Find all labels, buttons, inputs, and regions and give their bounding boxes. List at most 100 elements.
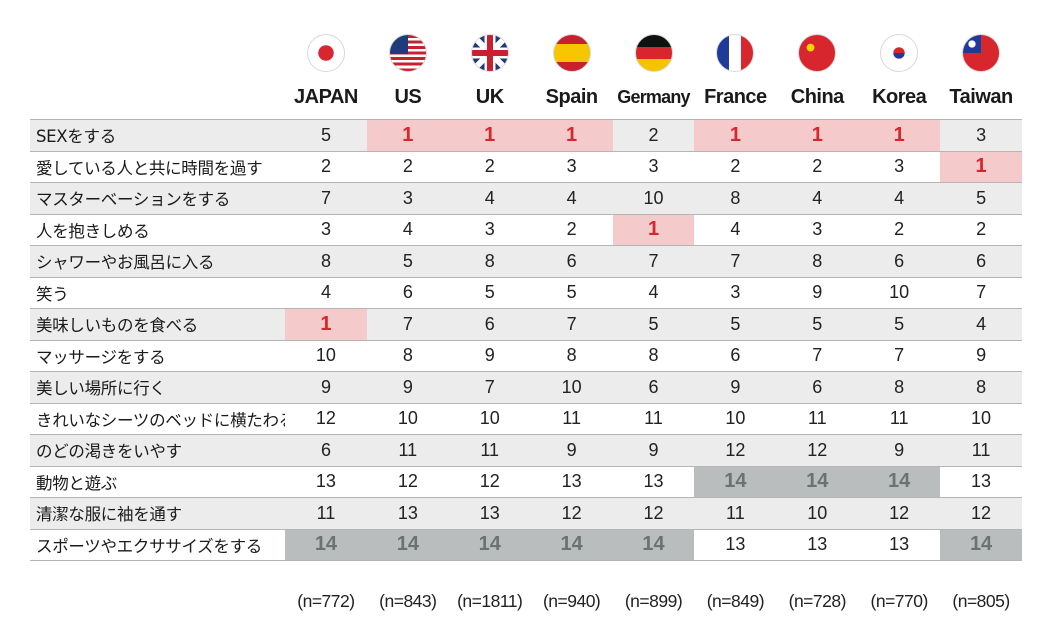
corner-cell — [30, 26, 285, 78]
country-header: Spain — [545, 85, 598, 108]
germany-flag-icon — [634, 34, 673, 72]
row-label: 愛している人と共に時間を過す — [30, 151, 285, 183]
rank-cell: 12 — [612, 497, 695, 530]
rank-cell: 9 — [776, 277, 859, 309]
row-label: シャワーやお風呂に入る — [30, 245, 285, 278]
country-header: Germany — [617, 86, 690, 107]
rank-cell: 12 — [366, 466, 449, 498]
rank-cell: 10 — [776, 497, 859, 530]
rank-cell: 4 — [285, 277, 367, 309]
rank-cell: 4 — [694, 214, 777, 246]
china-flag-icon — [798, 34, 837, 72]
japan-flag-icon — [306, 34, 345, 72]
rank-cell: 13 — [612, 466, 695, 498]
rank-cell: 10 — [448, 403, 531, 435]
sample-size: (n=940) — [542, 591, 601, 611]
rank-cell: 9 — [858, 434, 941, 467]
rank-cell: 2 — [858, 214, 941, 246]
rank-cell: 9 — [285, 371, 367, 404]
corner-cell — [30, 561, 285, 615]
rank-cell: 2 — [612, 119, 695, 152]
country-header: France — [704, 85, 767, 108]
rank-cell: 10 — [858, 277, 941, 309]
rank-cell: 3 — [366, 182, 449, 215]
rank-cell: 11 — [858, 403, 941, 435]
rank-cell: 7 — [366, 308, 449, 341]
table-row: 人を抱きしめる 3 4 3 2 1 4 3 2 2 — [30, 214, 1023, 246]
ranking-table: JAPAN US UK Spain Germany France China K… — [30, 26, 1023, 615]
rank-cell: 6 — [694, 340, 777, 372]
rank-cell: 12 — [694, 434, 777, 467]
sample-size: (n=1811) — [457, 591, 523, 611]
rank-cell: 12 — [776, 434, 859, 467]
rank-cell: 4 — [940, 308, 1023, 341]
rank-cell: 6 — [448, 308, 531, 341]
rank-cell: 3 — [776, 214, 859, 246]
rank-cell: 14 — [694, 466, 777, 498]
rank-cell: 5 — [858, 308, 941, 341]
country-header: Korea — [872, 85, 927, 108]
rank-cell: 8 — [285, 245, 367, 278]
rank-cell: 7 — [530, 308, 613, 341]
table-row: シャワーやお風呂に入る 8 5 8 6 7 7 8 6 6 — [30, 245, 1023, 278]
rank-cell: 7 — [448, 371, 531, 404]
row-label: SEXをする — [30, 119, 285, 152]
flag-row — [30, 26, 1022, 78]
row-label: 動物と遊ぶ — [30, 466, 285, 498]
rank-cell: 1 — [285, 308, 367, 341]
rank-cell: 2 — [366, 151, 449, 183]
rank-cell: 5 — [366, 245, 449, 278]
rank-cell: 3 — [694, 277, 777, 309]
table-row: 美しい場所に行く 9 9 7 10 6 9 6 8 8 — [30, 371, 1023, 404]
rank-cell: 4 — [530, 182, 613, 215]
country-header: Taiwan — [949, 85, 1013, 108]
rank-cell: 8 — [530, 340, 613, 372]
rank-cell: 12 — [448, 466, 531, 498]
table-row: 愛している人と共に時間を過す 2 2 2 3 3 2 2 3 1 — [30, 151, 1023, 183]
rank-cell: 4 — [858, 182, 941, 215]
rank-cell: 13 — [448, 497, 531, 530]
rank-cell: 6 — [366, 277, 449, 309]
row-label: 人を抱きしめる — [30, 214, 285, 246]
rank-cell: 12 — [858, 497, 941, 530]
rank-cell: 10 — [612, 182, 695, 215]
us-flag-icon — [388, 34, 427, 72]
korea-flag-icon — [880, 34, 919, 72]
row-label: 美しい場所に行く — [30, 371, 285, 404]
sample-size: (n=899) — [624, 591, 683, 611]
country-header: China — [790, 85, 845, 108]
table-row: きれいなシーツのベッドに横たわる 12 10 10 11 11 10 11 11 10 — [30, 403, 1023, 435]
rank-cell: 14 — [612, 529, 695, 561]
rank-cell: 2 — [776, 151, 859, 183]
table-row: 笑う 4 6 5 5 4 3 9 10 7 — [30, 277, 1023, 309]
rank-cell: 2 — [694, 151, 777, 183]
rank-cell: 9 — [366, 371, 449, 404]
table-row: 清潔な服に袖を通す 11 13 13 12 12 11 10 12 12 — [30, 497, 1023, 530]
row-label: マスターベーションをする — [30, 182, 285, 215]
rank-cell: 13 — [858, 529, 941, 561]
rank-cell: 1 — [612, 214, 695, 246]
uk-flag-icon — [470, 34, 509, 72]
sample-size: (n=843) — [379, 591, 437, 611]
rank-cell: 4 — [612, 277, 695, 309]
rank-cell: 8 — [448, 245, 531, 278]
row-label: マッサージをする — [30, 340, 285, 372]
rank-cell: 14 — [776, 466, 859, 498]
row-label: 美味しいものを食べる — [30, 308, 285, 341]
rank-cell: 6 — [858, 245, 941, 278]
rank-cell: 10 — [285, 340, 367, 372]
rank-cell: 9 — [612, 434, 695, 467]
rank-cell: 12 — [530, 497, 613, 530]
rank-cell: 8 — [858, 371, 941, 404]
rank-cell: 14 — [858, 466, 941, 498]
row-label: スポーツやエクササイズをする — [30, 529, 285, 561]
rank-cell: 1 — [694, 119, 777, 152]
rank-cell: 14 — [530, 529, 613, 561]
rank-cell: 13 — [694, 529, 777, 561]
rank-cell: 11 — [776, 403, 859, 435]
rank-cell: 13 — [366, 497, 449, 530]
rank-cell: 2 — [285, 151, 367, 183]
rank-cell: 9 — [694, 371, 777, 404]
table-row: 美味しいものを食べる 1 7 6 7 5 5 5 5 4 — [30, 308, 1023, 341]
france-flag-icon — [716, 34, 755, 72]
